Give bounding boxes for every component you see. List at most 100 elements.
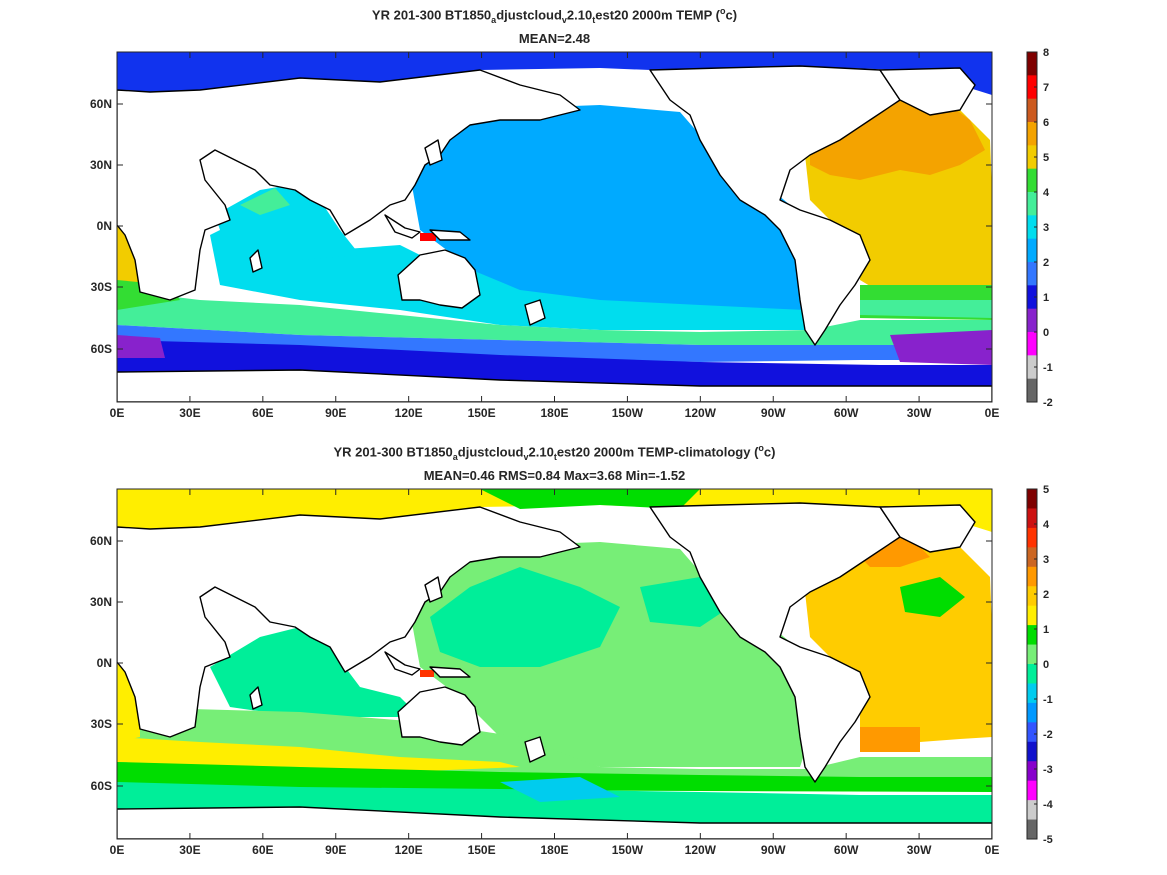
x-tick-label: 90W xyxy=(761,843,786,857)
colorbar-label: -5 xyxy=(1043,834,1053,846)
colorbar-swatch xyxy=(1027,489,1037,509)
y-tick-label: 60N xyxy=(90,97,112,111)
colorbar-label: 0 xyxy=(1043,327,1049,339)
colorbar-swatch xyxy=(1027,215,1037,240)
colorbar-label: -3 xyxy=(1043,764,1053,776)
colorbar-swatch xyxy=(1027,527,1037,548)
colorbar-label: -2 xyxy=(1043,729,1053,741)
colorbar-label: 2 xyxy=(1043,589,1049,601)
colorbar-swatch xyxy=(1027,566,1037,587)
colorbar-label: 7 xyxy=(1043,82,1049,94)
top-map-svg: 0E 3 0E 60E 90E 120E 150E 180E 150W 120W 90W 60W 30W… xyxy=(90,47,1053,420)
colorbar-label: -2 xyxy=(1043,397,1053,409)
colorbar-label: 8 xyxy=(1043,47,1049,59)
colorbar-label: 4 xyxy=(1043,519,1050,531)
bottom-map-axes: 0E 30E 60E 90E 120E 150E 180E 150W 120W 90W 60W 30W… xyxy=(90,489,999,857)
top-map-field xyxy=(117,52,992,402)
colorbar-label: 3 xyxy=(1043,554,1049,566)
colorbar-swatch xyxy=(1027,702,1037,723)
x-tick-label: 30W xyxy=(907,406,932,420)
x-tick-label: 0E xyxy=(985,843,1000,857)
x-tick-label: 60W xyxy=(834,843,859,857)
colorbar-label: -1 xyxy=(1043,694,1053,706)
x-tick-label: 60W xyxy=(834,406,859,420)
colorbar-swatch xyxy=(1027,664,1037,684)
colorbar-label: -1 xyxy=(1043,362,1053,374)
y-tick-label: 0N xyxy=(97,656,112,670)
y-tick-label: 30N xyxy=(90,595,112,609)
colorbar-swatch xyxy=(1027,605,1037,626)
colorbar-swatch xyxy=(1027,168,1037,193)
colorbar-swatch xyxy=(1027,75,1037,100)
colorbar-swatch xyxy=(1027,644,1037,665)
x-tick-label: 150W xyxy=(612,406,644,420)
bottom-map-svg: 0E 30E 60E 90E 120E 150E 180E 150W 120W 90W 60W 30W… xyxy=(90,484,1054,857)
x-tick-label: 120E xyxy=(395,843,423,857)
x-tick-label: 180E xyxy=(540,406,568,420)
colorbar-swatch xyxy=(1027,355,1037,380)
colorbar-swatch xyxy=(1027,378,1037,403)
bottom-colorbar: 5 4 3 2 1 0 -1 -2 -3 -4 -5 xyxy=(1026,484,1054,846)
colorbar-swatch xyxy=(1027,285,1037,310)
x-tick-label: 150E xyxy=(468,843,496,857)
colorbar-swatch xyxy=(1027,547,1037,568)
x-tick-label: 150E xyxy=(468,406,496,420)
colorbar-label: 5 xyxy=(1043,152,1049,164)
colorbar-label: -4 xyxy=(1043,799,1054,811)
y-tick-label: 60N xyxy=(90,534,112,548)
x-tick-label: 90W xyxy=(761,406,786,420)
colorbar-swatch xyxy=(1027,508,1037,529)
x-tick-label: 60E xyxy=(252,843,273,857)
colorbar-label: 2 xyxy=(1043,257,1049,269)
colorbar-label: 6 xyxy=(1043,117,1049,129)
colorbar-swatch xyxy=(1027,332,1037,356)
top-map-title: YR 201-300 BT1850adjustcloudv2.10test20 … xyxy=(371,6,738,25)
colorbar-swatch xyxy=(1027,262,1037,286)
y-tick-label: 30S xyxy=(91,280,112,294)
colorbar-swatch xyxy=(1027,308,1037,333)
y-tick-label: 30N xyxy=(90,158,112,172)
colorbar-swatch xyxy=(1027,586,1037,607)
x-tick-label: 90E xyxy=(325,406,346,420)
colorbar-swatch xyxy=(1027,741,1037,762)
colorbar-swatch xyxy=(1027,98,1037,123)
colorbar-swatch xyxy=(1027,761,1037,782)
colorbar-swatch xyxy=(1027,238,1037,263)
colorbar-label: 0 xyxy=(1043,659,1049,671)
colorbar-swatch xyxy=(1027,780,1037,801)
bottom-map-subtitle: MEAN=0.46 RMS=0.84 Max=3.68 Min=-1.52 xyxy=(423,468,686,483)
colorbar-label: 3 xyxy=(1043,222,1049,234)
colorbar-swatch xyxy=(1027,52,1037,76)
top-map-panel: YR 201-300 BT1850adjustcloudv2.10test20 … xyxy=(0,0,1167,437)
colorbar-label: 5 xyxy=(1043,484,1049,496)
colorbar-swatch xyxy=(1027,625,1037,646)
colorbar-swatch xyxy=(1027,800,1037,821)
y-tick-label: 60S xyxy=(91,342,112,356)
colorbar-swatch xyxy=(1027,819,1037,840)
colorbar-swatch xyxy=(1027,122,1037,146)
x-tick-label: 120W xyxy=(685,406,717,420)
x-tick-label: 30E xyxy=(179,843,200,857)
x-tick-label: 120E xyxy=(395,406,423,420)
x-tick-label: 0E xyxy=(985,406,1000,420)
x-tick-label: 30W xyxy=(907,843,932,857)
top-map-axes: 0E 30E 60E 90E 120E 150E 180E 150W 120W 90W 60W 30W… xyxy=(90,52,999,420)
colorbar-swatch xyxy=(1027,683,1037,704)
y-tick-label: 60S xyxy=(91,779,112,793)
x-tick-label: 90E xyxy=(325,843,346,857)
x-tick-label: 0E xyxy=(110,843,125,857)
top-colorbar: 8 7 6 5 4 3 2 1 0 -1 -2 xyxy=(1026,47,1053,409)
colorbar-label: 1 xyxy=(1043,292,1049,304)
colorbar-label: 1 xyxy=(1043,624,1049,636)
bottom-map-title: YR 201-300 BT1850adjustcloudv2.10test20 … xyxy=(333,443,776,462)
x-tick-label: 0E xyxy=(110,406,125,420)
y-tick-label: 0N xyxy=(97,219,112,233)
x-tick-label: 180E xyxy=(540,843,568,857)
top-map-subtitle: MEAN=2.48 xyxy=(518,31,591,46)
bottom-map-panel: YR 201-300 BT1850adjustcloudv2.10test20 … xyxy=(0,437,1167,875)
x-tick-label: 60E xyxy=(252,406,273,420)
x-tick-label: 120W xyxy=(685,843,717,857)
y-tick-label: 30S xyxy=(91,717,112,731)
colorbar-swatch xyxy=(1027,192,1037,216)
colorbar-swatch xyxy=(1027,145,1037,170)
